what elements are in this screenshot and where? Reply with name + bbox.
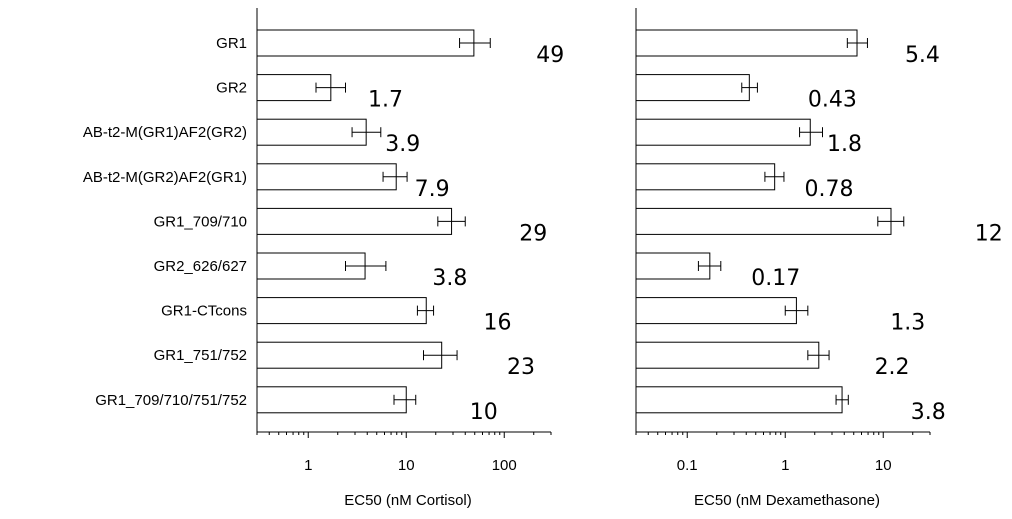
bar [256,163,397,191]
bar [635,252,711,280]
value-label: 3.9 [385,132,420,157]
bar [635,341,820,369]
value-label: 7.9 [415,177,450,202]
dexamethasone-panel: 0.1 1 10 EC50 (nM Dexamethasone) 5.4 0.43 1.8 0… [635,8,1003,509]
value-label: 0.17 [751,266,800,291]
bar [635,118,811,146]
value-label: 5.4 [905,43,940,68]
bar [256,118,367,146]
bar [635,386,843,414]
bar [635,207,892,235]
bar [256,341,443,369]
x-axis-label: EC50 (nM Dexamethasone) [694,492,880,509]
bar [635,74,750,102]
bar [256,386,407,414]
x-tick-label: 0.1 [677,457,698,474]
bar [635,29,858,57]
value-label: 0.43 [808,88,857,113]
value-label: 3.8 [432,266,467,291]
value-label: 10 [470,400,498,425]
value-label: 2.2 [875,355,910,380]
value-label: 29 [519,221,547,246]
value-label: 1.3 [890,311,925,336]
x-axis-label: EC50 (nM Cortisol) [344,492,472,509]
category-label: GR1_709/710 [154,213,247,230]
category-label: GR2 [216,80,247,97]
bar [256,29,475,57]
category-label: GR2_626/627 [154,258,247,275]
category-label: AB-t2-M(GR1)AF2(GR2) [83,124,247,141]
bar [635,297,797,325]
value-label: 49 [536,43,564,68]
bar [256,297,427,325]
value-label: 12 [975,221,1003,246]
value-label: 1.7 [368,88,403,113]
x-tick-label: 100 [492,457,517,474]
value-label: 0.78 [804,177,853,202]
x-tick-label: 10 [398,457,415,474]
bar [635,163,776,191]
category-label: AB-t2-M(GR2)AF2(GR1) [83,169,247,186]
x-tick-label: 10 [875,457,892,474]
category-label: GR1_709/710/751/752 [95,392,247,409]
category-label: GR1-CTcons [161,303,247,320]
cortisol-panel: 1 10 100 EC50 (nM Cortisol) 49 GR1 1.7 GR2 3.9 AB… [83,8,564,509]
value-label: 23 [507,355,535,380]
value-label: 16 [484,311,512,336]
bar [256,207,453,235]
x-tick-label: 1 [304,457,312,474]
category-label: GR1 [216,35,247,52]
x-tick-label: 1 [781,457,789,474]
value-label: 3.8 [911,400,946,425]
category-label: GR1_751/752 [154,347,247,364]
value-label: 1.8 [827,132,862,157]
